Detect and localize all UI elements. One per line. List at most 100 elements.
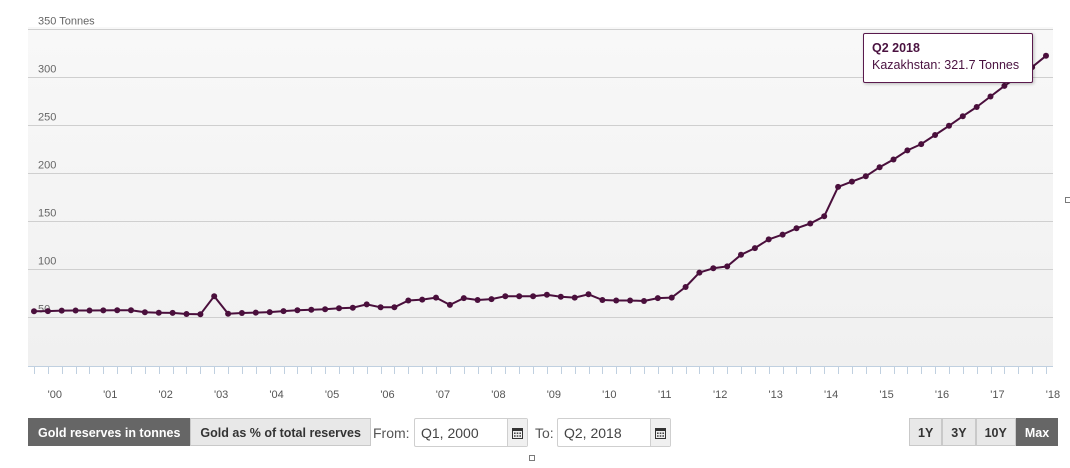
data-point[interactable] xyxy=(696,269,703,276)
data-point[interactable] xyxy=(86,307,93,314)
chart-area: 50 100 150 200 250 300 350 Tonnes '00'01'02'03… xyxy=(28,16,1070,461)
to-calendar-button[interactable] xyxy=(650,419,670,446)
tooltip-value: Kazakhstan: 321.7 Tonnes xyxy=(872,58,1020,72)
data-point[interactable] xyxy=(488,296,495,303)
data-point[interactable] xyxy=(516,293,523,300)
resize-handle-right[interactable] xyxy=(1065,197,1070,203)
data-point[interactable] xyxy=(502,293,509,300)
data-point[interactable] xyxy=(391,304,398,311)
data-point[interactable] xyxy=(100,307,107,314)
resize-handle-bottom[interactable] xyxy=(529,455,535,461)
data-point[interactable] xyxy=(225,310,232,317)
from-calendar-button[interactable] xyxy=(507,419,527,446)
y-tick-label: 150 xyxy=(38,208,56,220)
data-point[interactable] xyxy=(294,307,301,314)
x-tick-label: '09 xyxy=(547,389,561,401)
data-point[interactable] xyxy=(848,178,855,185)
data-point[interactable] xyxy=(114,307,121,314)
data-point[interactable] xyxy=(308,306,315,313)
data-point[interactable] xyxy=(738,251,744,258)
data-point[interactable] xyxy=(641,298,647,304)
data-point[interactable] xyxy=(405,297,412,304)
data-point[interactable] xyxy=(419,296,426,303)
data-point[interactable] xyxy=(211,293,218,300)
x-tick-label: '06 xyxy=(380,389,394,401)
tonnes-mode-button[interactable]: Gold reserves in tonnes xyxy=(28,418,191,446)
data-point[interactable] xyxy=(238,310,245,316)
x-tick-label: '07 xyxy=(436,389,450,401)
y-tick-label: 200 xyxy=(38,160,56,172)
zoom-1y-button[interactable]: 1Y xyxy=(909,418,943,446)
data-point[interactable] xyxy=(862,173,869,180)
data-point[interactable] xyxy=(530,293,537,300)
data-point[interactable] xyxy=(946,122,952,129)
data-point[interactable] xyxy=(654,295,661,302)
data-point[interactable] xyxy=(543,291,550,298)
data-point[interactable] xyxy=(835,183,842,190)
data-point[interactable] xyxy=(627,297,634,304)
data-point[interactable] xyxy=(973,104,980,110)
data-point[interactable] xyxy=(252,309,259,316)
from-date-input[interactable] xyxy=(415,419,507,446)
data-point[interactable] xyxy=(44,308,51,315)
data-point[interactable] xyxy=(585,291,592,298)
percent-mode-button[interactable]: Gold as % of total reserves xyxy=(190,418,371,446)
data-point[interactable] xyxy=(599,297,606,303)
data-point[interactable] xyxy=(987,93,994,100)
zoom-10y-button[interactable]: 10Y xyxy=(975,418,1016,446)
data-point[interactable] xyxy=(682,284,689,290)
data-point[interactable] xyxy=(668,294,675,301)
data-point[interactable] xyxy=(322,306,329,313)
data-point[interactable] xyxy=(474,297,481,303)
data-tooltip: Q2 2018 Kazakhstan: 321.7 Tonnes xyxy=(863,33,1033,83)
plot-background xyxy=(28,27,1053,367)
data-point[interactable] xyxy=(155,309,162,316)
data-point[interactable] xyxy=(128,307,134,314)
zoom-3y-button[interactable]: 3Y xyxy=(942,418,976,446)
data-point[interactable] xyxy=(349,304,356,311)
data-point[interactable] xyxy=(807,220,814,227)
x-tick-label: '03 xyxy=(214,389,228,401)
data-point[interactable] xyxy=(377,304,384,311)
data-point[interactable] xyxy=(751,245,758,252)
data-point[interactable] xyxy=(446,301,453,308)
x-tick-label: '16 xyxy=(935,389,949,401)
zoom-max-button[interactable]: Max xyxy=(1015,418,1059,446)
data-point[interactable] xyxy=(557,293,564,300)
data-point[interactable] xyxy=(571,294,578,301)
data-point[interactable] xyxy=(959,113,966,120)
data-point[interactable] xyxy=(613,297,620,304)
data-point[interactable] xyxy=(1001,82,1008,89)
data-point[interactable] xyxy=(876,164,883,171)
data-point[interactable] xyxy=(724,263,731,270)
data-point[interactable] xyxy=(31,308,37,315)
data-point[interactable] xyxy=(932,132,939,138)
data-point[interactable] xyxy=(890,156,897,163)
data-point[interactable] xyxy=(169,309,176,316)
data-point[interactable] xyxy=(280,308,287,315)
data-point[interactable] xyxy=(266,309,273,316)
data-point[interactable] xyxy=(141,309,148,316)
to-date-input[interactable] xyxy=(558,419,650,446)
data-point[interactable] xyxy=(710,265,717,272)
data-point[interactable] xyxy=(1043,52,1049,59)
data-point[interactable] xyxy=(197,311,204,318)
data-point[interactable] xyxy=(336,305,342,312)
data-point[interactable] xyxy=(779,231,786,238)
data-point[interactable] xyxy=(918,141,925,148)
data-point[interactable] xyxy=(460,295,467,302)
data-point[interactable] xyxy=(433,294,439,301)
data-point[interactable] xyxy=(821,213,828,220)
data-point[interactable] xyxy=(72,307,79,314)
x-tick-label: '05 xyxy=(325,389,339,401)
data-point[interactable] xyxy=(58,307,65,314)
from-label: From: xyxy=(373,425,410,441)
tooltip-title: Q2 2018 xyxy=(872,41,920,55)
data-point[interactable] xyxy=(793,225,800,232)
data-point[interactable] xyxy=(363,301,370,308)
data-point[interactable] xyxy=(765,236,772,243)
data-point[interactable] xyxy=(904,147,911,154)
data-point[interactable] xyxy=(183,311,190,317)
mode-button-group: Gold reserves in tonnes Gold as % of tot… xyxy=(28,418,371,446)
